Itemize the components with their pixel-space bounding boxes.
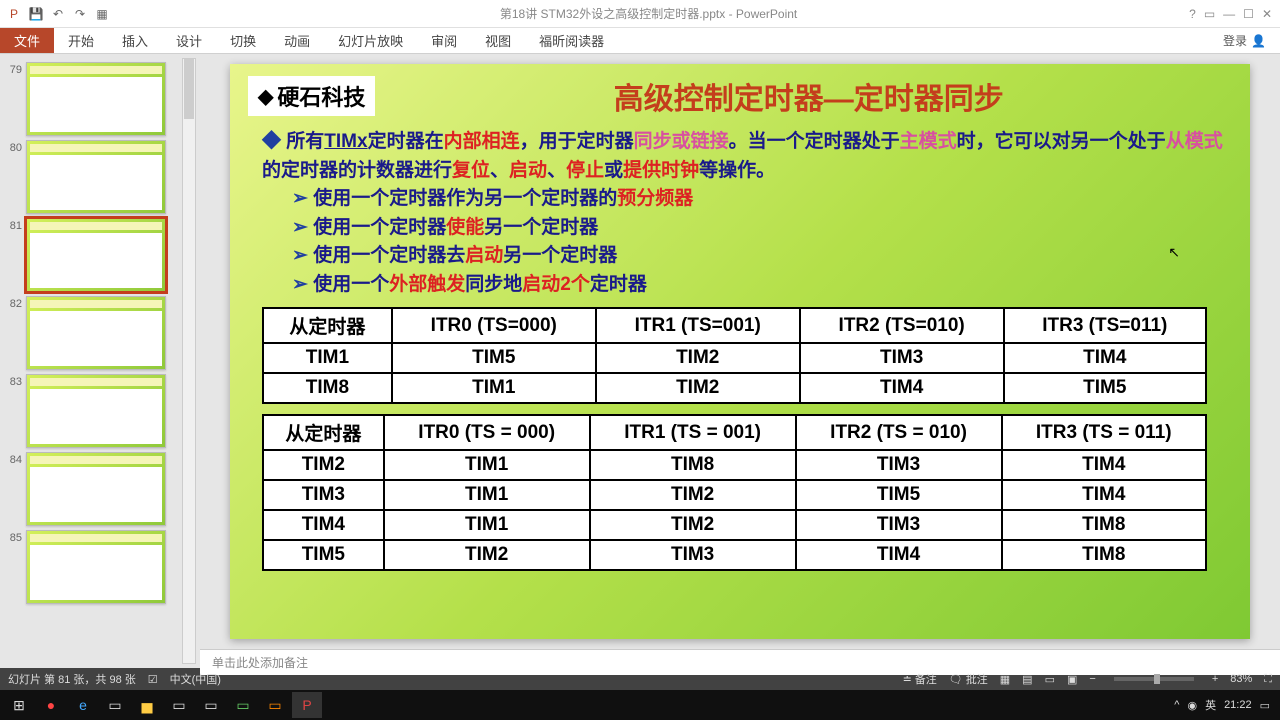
titlebar: P 💾 ↶ ↷ ▦ 第18讲 STM32外设之高级控制定时器.pptx - Po… bbox=[0, 0, 1280, 28]
bullet-5: 使用一个外部触发同步地启动2个定时器 bbox=[292, 271, 1232, 300]
tab-transitions[interactable]: 切换 bbox=[216, 28, 270, 53]
tab-review[interactable]: 审阅 bbox=[417, 28, 471, 53]
zoom-value[interactable]: 83% bbox=[1230, 673, 1252, 685]
ribbon: 文件 开始 插入 设计 切换 动画 幻灯片放映 审阅 视图 福昕阅读器 登录 👤 bbox=[0, 28, 1280, 54]
task-app-3[interactable]: ▭ bbox=[164, 692, 194, 718]
tab-home[interactable]: 开始 bbox=[54, 28, 108, 53]
bullet-1: 所有TIMx定时器在内部相连，用于定时器同步或链接。当一个定时器处于主模式时，它… bbox=[262, 128, 1232, 185]
tab-foxit[interactable]: 福昕阅读器 bbox=[525, 28, 618, 53]
minimize-icon[interactable]: — bbox=[1223, 7, 1235, 21]
quick-access-toolbar: P 💾 ↶ ↷ ▦ bbox=[0, 6, 116, 22]
task-edge[interactable]: e bbox=[68, 692, 98, 718]
slide-position: 幻灯片 第 81 张，共 98 张 bbox=[8, 671, 136, 687]
tab-slideshow[interactable]: 幻灯片放映 bbox=[324, 28, 417, 53]
ribbon-options-icon[interactable]: ▭ bbox=[1204, 7, 1215, 21]
redo-icon[interactable]: ↷ bbox=[72, 6, 88, 22]
logo: 硬石科技 bbox=[248, 76, 375, 116]
slide-stage: 硬石科技 高级控制定时器—定时器同步 所有TIMx定时器在内部相连，用于定时器同… bbox=[200, 54, 1280, 668]
user-icon: 👤 bbox=[1251, 34, 1266, 48]
view-normal-icon[interactable]: ▦ bbox=[1000, 673, 1010, 686]
bullet-4: 使用一个定时器去启动另一个定时器 bbox=[292, 242, 1232, 271]
bullet-2: 使用一个定时器作为另一个定时器的预分频器 bbox=[292, 185, 1232, 214]
notes-placeholder: 单击此处添加备注 bbox=[212, 656, 308, 670]
thumbnail-84[interactable]: 84 bbox=[6, 452, 194, 526]
language[interactable]: 中文(中国) bbox=[170, 671, 221, 687]
view-slideshow-icon[interactable]: ▣ bbox=[1067, 673, 1077, 686]
slide[interactable]: 硬石科技 高级控制定时器—定时器同步 所有TIMx定时器在内部相连，用于定时器同… bbox=[230, 64, 1250, 639]
start-icon[interactable]: ⊞ bbox=[4, 692, 34, 718]
thumbnail-83[interactable]: 83 bbox=[6, 374, 194, 448]
tab-design[interactable]: 设计 bbox=[162, 28, 216, 53]
thumbnail-82[interactable]: 82 bbox=[6, 296, 194, 370]
tab-insert[interactable]: 插入 bbox=[108, 28, 162, 53]
save-icon[interactable]: 💾 bbox=[28, 6, 44, 22]
tray-network-icon[interactable]: ◉ bbox=[1187, 699, 1197, 712]
tab-view[interactable]: 视图 bbox=[471, 28, 525, 53]
system-tray: ^ ◉ 英 21:22 ▭ bbox=[1168, 697, 1276, 713]
cursor-icon: ↖ bbox=[1168, 244, 1180, 261]
task-app-6[interactable]: ▭ bbox=[260, 692, 290, 718]
spellcheck-icon[interactable]: ☑ bbox=[148, 673, 158, 686]
bullets: 所有TIMx定时器在内部相连，用于定时器同步或链接。当一个定时器处于主模式时，它… bbox=[262, 128, 1232, 299]
task-app-4[interactable]: ▭ bbox=[196, 692, 226, 718]
notes-button[interactable]: ≐ 备注 bbox=[903, 671, 937, 687]
thumbnail-79[interactable]: 79 bbox=[6, 62, 194, 136]
window-title: 第18讲 STM32外设之高级控制定时器.pptx - PowerPoint bbox=[116, 5, 1181, 22]
zoom-in-icon[interactable]: + bbox=[1212, 673, 1218, 685]
tray-time[interactable]: 21:22 bbox=[1224, 699, 1252, 711]
login-label: 登录 bbox=[1223, 32, 1247, 49]
zoom-slider[interactable] bbox=[1114, 677, 1194, 681]
table-2: 从定时器ITR0 (TS = 000)ITR1 (TS = 001)ITR2 (… bbox=[262, 414, 1207, 571]
bullet-3: 使用一个定时器使能另一个定时器 bbox=[292, 214, 1232, 243]
view-sorter-icon[interactable]: ▤ bbox=[1022, 673, 1032, 686]
start-slideshow-icon[interactable]: ▦ bbox=[94, 6, 110, 22]
main-area: 79808182838485 硬石科技 高级控制定时器—定时器同步 所有TIMx… bbox=[0, 54, 1280, 668]
task-explorer[interactable]: ▅ bbox=[132, 692, 162, 718]
close-icon[interactable]: ✕ bbox=[1262, 7, 1272, 21]
task-app-1[interactable]: ● bbox=[36, 692, 66, 718]
thumbnail-85[interactable]: 85 bbox=[6, 530, 194, 604]
app-icon: P bbox=[6, 6, 22, 22]
tray-ime[interactable]: 英 bbox=[1205, 697, 1216, 713]
thumbnail-scrollbar[interactable] bbox=[182, 58, 196, 664]
task-powerpoint[interactable]: P bbox=[292, 692, 322, 718]
tray-notifications-icon[interactable]: ▭ bbox=[1260, 699, 1270, 712]
login-link[interactable]: 登录 👤 bbox=[1209, 28, 1280, 53]
thumbnail-panel: 79808182838485 bbox=[0, 54, 200, 668]
slide-canvas: 硬石科技 高级控制定时器—定时器同步 所有TIMx定时器在内部相连，用于定时器同… bbox=[200, 54, 1280, 649]
zoom-out-icon[interactable]: − bbox=[1089, 673, 1095, 685]
tray-up-icon[interactable]: ^ bbox=[1174, 699, 1179, 711]
table-1: 从定时器ITR0 (TS=000)ITR1 (TS=001)ITR2 (TS=0… bbox=[262, 307, 1207, 404]
task-app-2[interactable]: ▭ bbox=[100, 692, 130, 718]
help-icon[interactable]: ? bbox=[1189, 7, 1196, 21]
view-reading-icon[interactable]: ▭ bbox=[1045, 673, 1055, 686]
task-app-5[interactable]: ▭ bbox=[228, 692, 258, 718]
window-buttons: ? ▭ — ☐ ✕ bbox=[1181, 7, 1280, 21]
undo-icon[interactable]: ↶ bbox=[50, 6, 66, 22]
taskbar: ⊞ ● e ▭ ▅ ▭ ▭ ▭ ▭ P ^ ◉ 英 21:22 ▭ bbox=[0, 690, 1280, 720]
tab-file[interactable]: 文件 bbox=[0, 28, 54, 53]
notes-pane[interactable]: 单击此处添加备注 bbox=[200, 649, 1280, 675]
maximize-icon[interactable]: ☐ bbox=[1243, 7, 1254, 21]
thumbnail-81[interactable]: 81 bbox=[6, 218, 194, 292]
tab-animations[interactable]: 动画 bbox=[270, 28, 324, 53]
slide-title: 高级控制定时器—定时器同步 bbox=[385, 74, 1232, 118]
comments-button[interactable]: 🗨 批注 bbox=[949, 671, 988, 687]
fit-window-icon[interactable]: ⛶ bbox=[1264, 673, 1272, 686]
thumbnail-80[interactable]: 80 bbox=[6, 140, 194, 214]
